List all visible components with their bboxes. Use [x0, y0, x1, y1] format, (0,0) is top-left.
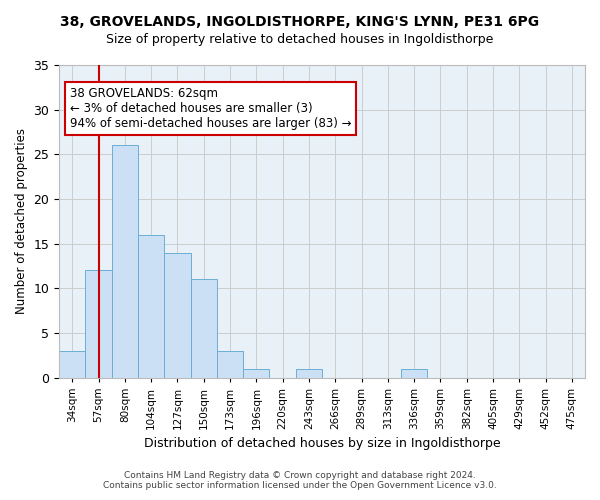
Bar	[296, 368, 322, 378]
Bar	[85, 270, 112, 378]
Text: Size of property relative to detached houses in Ingoldisthorpe: Size of property relative to detached ho…	[106, 32, 494, 46]
Text: Contains HM Land Registry data © Crown copyright and database right 2024.
Contai: Contains HM Land Registry data © Crown c…	[103, 470, 497, 490]
Bar	[59, 350, 85, 378]
Bar	[164, 252, 191, 378]
Bar	[138, 234, 164, 378]
Bar	[191, 280, 217, 378]
Bar	[243, 368, 269, 378]
Y-axis label: Number of detached properties: Number of detached properties	[15, 128, 28, 314]
Bar	[112, 146, 138, 378]
Bar	[401, 368, 427, 378]
Bar	[217, 350, 243, 378]
X-axis label: Distribution of detached houses by size in Ingoldisthorpe: Distribution of detached houses by size …	[144, 437, 500, 450]
Text: 38 GROVELANDS: 62sqm
← 3% of detached houses are smaller (3)
94% of semi-detache: 38 GROVELANDS: 62sqm ← 3% of detached ho…	[70, 87, 351, 130]
Text: 38, GROVELANDS, INGOLDISTHORPE, KING'S LYNN, PE31 6PG: 38, GROVELANDS, INGOLDISTHORPE, KING'S L…	[61, 15, 539, 29]
